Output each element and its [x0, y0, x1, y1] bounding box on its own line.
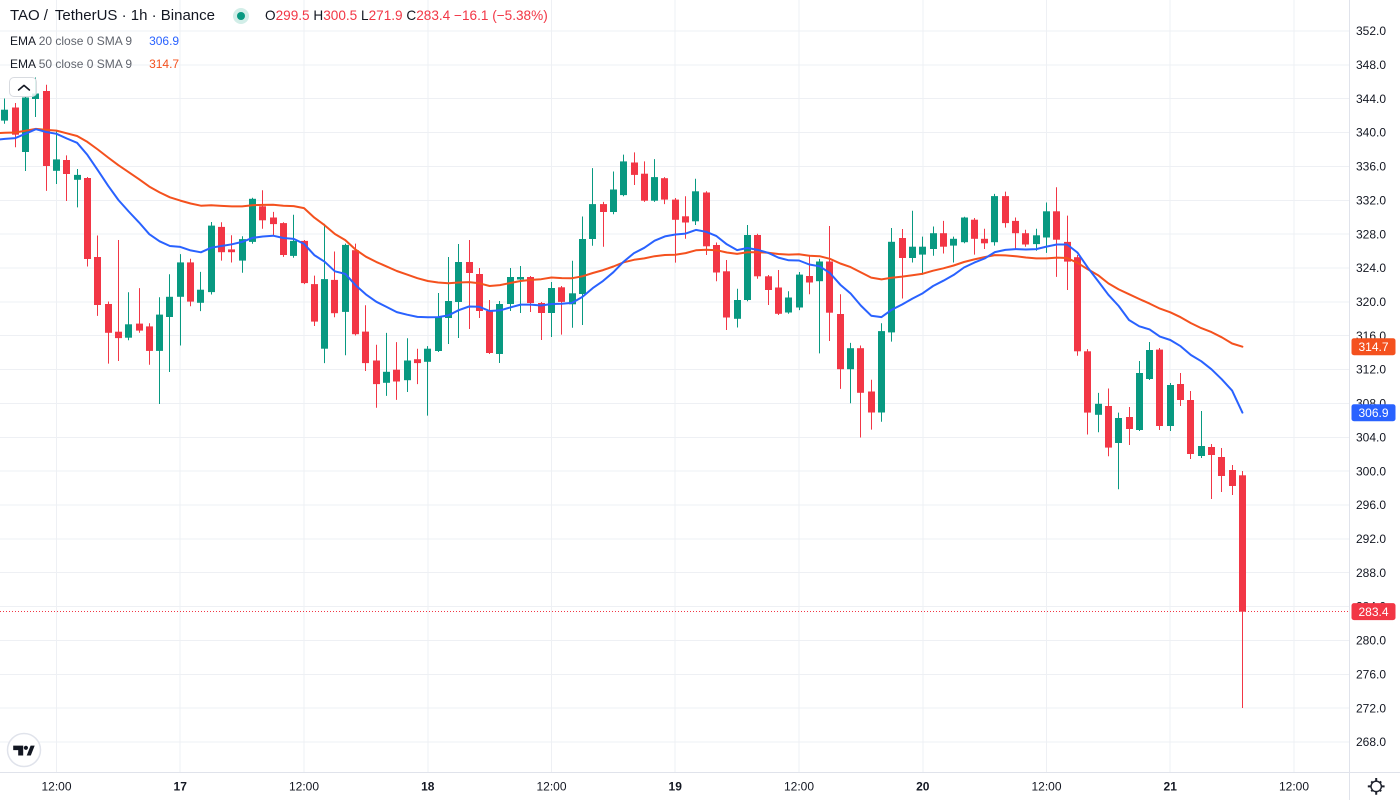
svg-text:332.0: 332.0 [1356, 194, 1386, 208]
svg-text:306.9: 306.9 [1358, 406, 1388, 420]
svg-text:17: 17 [174, 780, 188, 794]
svg-text:340.0: 340.0 [1356, 126, 1386, 140]
svg-text:21: 21 [1164, 780, 1178, 794]
svg-text:348.0: 348.0 [1356, 58, 1386, 72]
svg-text:336.0: 336.0 [1356, 160, 1386, 174]
svg-text:324.0: 324.0 [1356, 261, 1386, 275]
svg-text:328.0: 328.0 [1356, 227, 1386, 241]
svg-text:314.7: 314.7 [1358, 340, 1388, 354]
svg-text:20: 20 [916, 780, 930, 794]
svg-text:12:00: 12:00 [536, 780, 566, 794]
svg-text:288.0: 288.0 [1356, 566, 1386, 580]
svg-text:12:00: 12:00 [784, 780, 814, 794]
svg-text:12:00: 12:00 [1031, 780, 1061, 794]
svg-text:283.4: 283.4 [1358, 605, 1388, 619]
svg-text:292.0: 292.0 [1356, 532, 1386, 546]
svg-text:280.0: 280.0 [1356, 634, 1386, 648]
svg-text:300.0: 300.0 [1356, 464, 1386, 478]
svg-text:320.0: 320.0 [1356, 295, 1386, 309]
svg-text:12:00: 12:00 [41, 780, 71, 794]
svg-text:19: 19 [669, 780, 683, 794]
svg-text:312.0: 312.0 [1356, 363, 1386, 377]
svg-text:12:00: 12:00 [289, 780, 319, 794]
svg-text:268.0: 268.0 [1356, 735, 1386, 749]
svg-text:276.0: 276.0 [1356, 668, 1386, 682]
svg-text:344.0: 344.0 [1356, 92, 1386, 106]
svg-text:12:00: 12:00 [1279, 780, 1309, 794]
svg-text:352.0: 352.0 [1356, 24, 1386, 38]
svg-text:272.0: 272.0 [1356, 701, 1386, 715]
svg-text:304.0: 304.0 [1356, 431, 1386, 445]
svg-text:296.0: 296.0 [1356, 498, 1386, 512]
svg-text:18: 18 [421, 780, 435, 794]
